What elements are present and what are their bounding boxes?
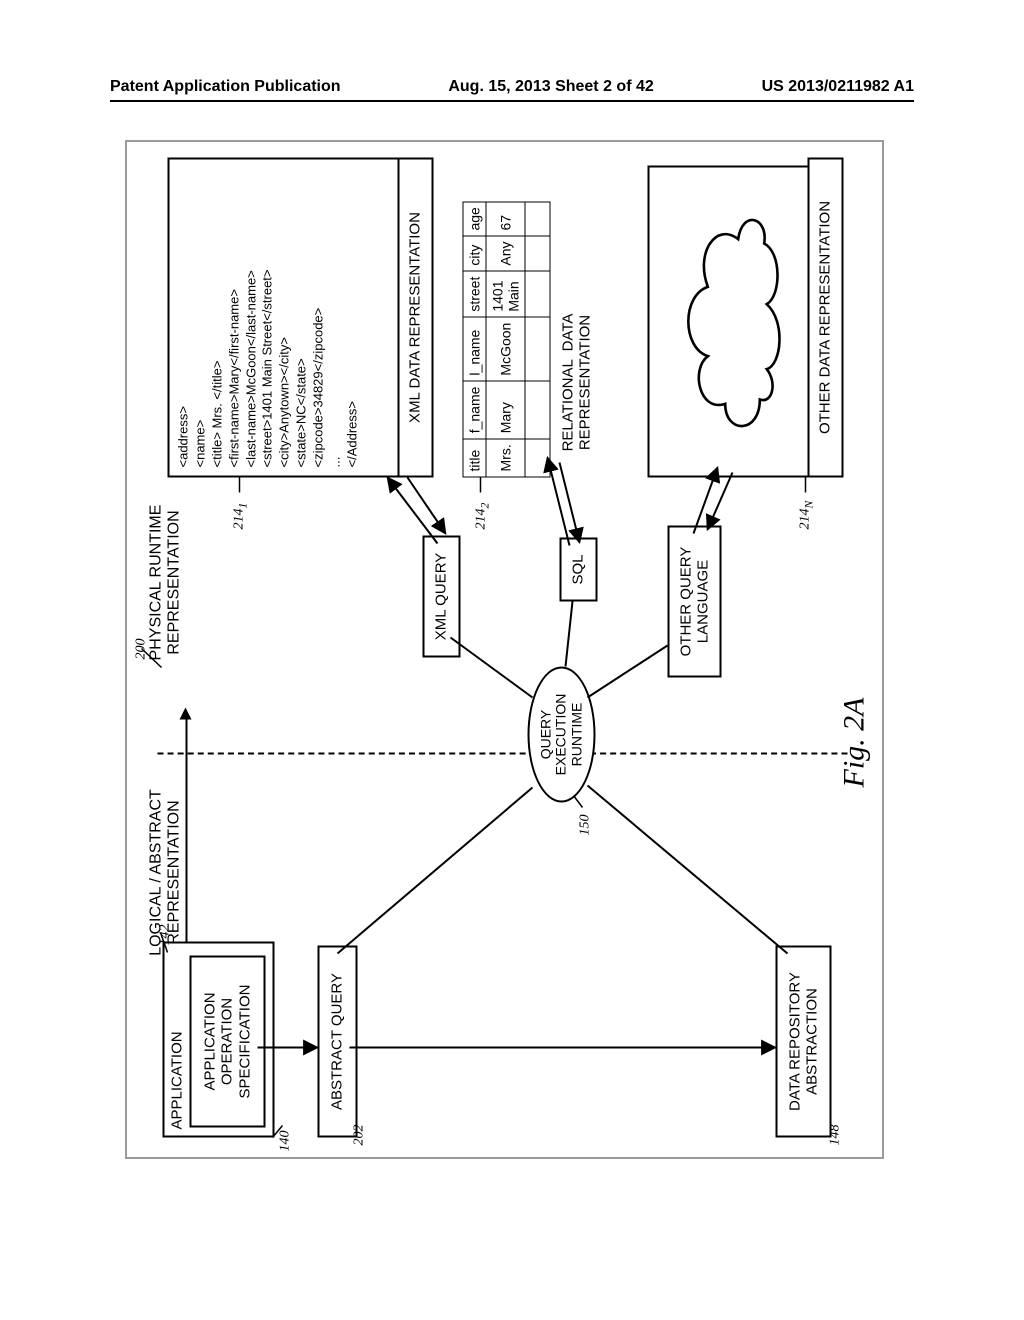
header-center: Aug. 15, 2013 Sheet 2 of 42	[448, 78, 653, 96]
col-city: city	[463, 236, 486, 271]
xml-caption-box: XML DATA REPRESENTATION	[397, 157, 433, 477]
xml-line-2: <title> Mrs. </title>	[209, 167, 226, 467]
other-query-box: OTHER QUERY LANGUAGE	[667, 525, 721, 677]
ref-214-2-num: 214	[473, 508, 488, 529]
col-lname: l_name	[463, 317, 486, 381]
xml-line-9: ...	[327, 167, 344, 467]
ref-214-1-num: 214	[231, 508, 246, 529]
xml-line-1: <name>	[192, 167, 209, 467]
figure-caption: Fig. 2A	[837, 697, 871, 787]
ref-202: 202	[351, 1124, 367, 1145]
relational-caption: RELATIONAL DATA REPRESENTATION	[559, 287, 594, 477]
table-row: Mrs. Mary McGoon 1401 Main Any 67	[486, 201, 525, 476]
xml-caption: XML DATA REPRESENTATION	[406, 212, 423, 423]
figure-content: LOGICAL / ABSTRACT REPRESENTATION PHYSIC…	[127, 142, 882, 1157]
data-repo-label: DATA REPOSITORY ABSTRACTION	[786, 972, 821, 1111]
col-age: age	[463, 201, 486, 235]
xml-line-7: <state>NC</state>	[293, 167, 310, 467]
ref-214-1: 2141	[231, 502, 249, 529]
table-header-row: title f_name l_name street city age	[463, 201, 486, 476]
cell-lname: McGoon	[486, 317, 525, 381]
other-query-label: OTHER QUERY LANGUAGE	[677, 546, 712, 656]
abstract-query-label: ABSTRACT QUERY	[328, 973, 345, 1110]
other-caption: OTHER DATA REPRESENTATION	[816, 200, 833, 433]
app-op-spec-box: APPLICATION OPERATION SPECIFICATION	[189, 955, 265, 1127]
cell-age: 67	[486, 201, 525, 235]
header-left: Patent Application Publication	[110, 78, 341, 96]
cell-city: Any	[486, 236, 525, 271]
cloud-icon	[659, 191, 799, 451]
ref-142: 142	[157, 924, 173, 945]
xml-query-box: XML QUERY	[422, 535, 460, 657]
xml-data-box: <address> <name> <title> Mrs. </title> <…	[167, 157, 411, 477]
table-row-blank	[525, 201, 550, 476]
data-repo-box: DATA REPOSITORY ABSTRACTION	[775, 945, 831, 1137]
page: Patent Application Publication Aug. 15, …	[0, 0, 1024, 1320]
ref-214-1-sub: 1	[236, 502, 249, 508]
right-section-title: PHYSICAL RUNTIME REPRESENTATION	[147, 467, 184, 697]
xml-line-0: <address>	[175, 167, 192, 467]
figure-frame: LOGICAL / ABSTRACT REPRESENTATION PHYSIC…	[125, 140, 884, 1159]
relational-table: title f_name l_name street city age Mrs.…	[462, 201, 550, 477]
figure-caption-text: Fig. 2A	[837, 697, 870, 787]
col-title: title	[463, 438, 486, 476]
sql-box: SQL	[559, 537, 597, 601]
ref-140: 140	[277, 1130, 293, 1151]
ref-214-n-num: 214	[797, 508, 812, 529]
abstract-query-box: ABSTRACT QUERY	[317, 945, 357, 1137]
query-exec-label: QUERY EXECUTION RUNTIME	[538, 693, 584, 775]
xml-line-10: </Address>	[344, 167, 361, 467]
xml-line-3: <first-name>Mary</first-name>	[226, 167, 243, 467]
xml-line-5: <street>1401 Main Street</street>	[259, 167, 276, 467]
header: Patent Application Publication Aug. 15, …	[110, 78, 914, 102]
xml-query-label: XML QUERY	[432, 552, 449, 640]
ref-148: 148	[827, 1124, 843, 1145]
other-caption-box: OTHER DATA REPRESENTATION	[807, 157, 843, 477]
cell-fname: Mary	[486, 381, 525, 439]
sql-label: SQL	[569, 554, 586, 584]
cell-street: 1401 Main	[486, 271, 525, 317]
divider-dashed	[157, 752, 847, 754]
xml-line-8: <zipcode>34829</zipcode>	[310, 167, 327, 467]
ref-214-n: 214N	[797, 500, 815, 529]
application-label: APPLICATION	[168, 1031, 185, 1129]
col-fname: f_name	[463, 381, 486, 439]
query-exec-ellipse: QUERY EXECUTION RUNTIME	[527, 666, 595, 802]
ref-214-n-sub: N	[802, 500, 815, 508]
other-data-box	[647, 165, 809, 477]
app-op-spec-label: APPLICATION OPERATION SPECIFICATION	[201, 984, 253, 1098]
ref-214-2: 2142	[473, 502, 491, 529]
xml-line-4: <last-name>McGoon</last-name>	[243, 167, 260, 467]
xml-line-6: <city>Anytown></city>	[276, 167, 293, 467]
col-street: street	[463, 271, 486, 317]
arrowhead-right-icon	[179, 707, 191, 719]
ref-150: 150	[577, 814, 593, 835]
ref-200: 200	[133, 638, 149, 659]
header-right: US 2013/0211982 A1	[762, 78, 914, 96]
ref-214-2-sub: 2	[478, 502, 491, 508]
cell-title: Mrs.	[486, 438, 525, 476]
